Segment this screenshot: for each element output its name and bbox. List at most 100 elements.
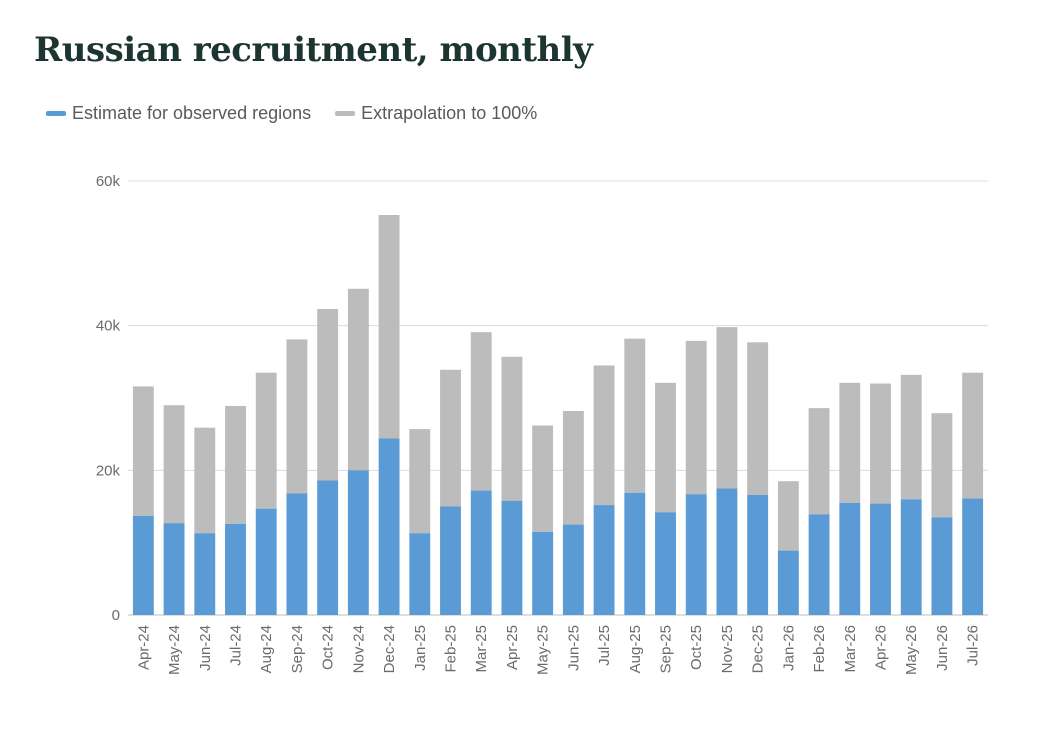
legend: Estimate for observed regions Extrapolat… — [46, 103, 561, 124]
x-tick-label: Apr-24 — [135, 625, 152, 670]
legend-swatch-extrapolated — [335, 111, 356, 116]
x-tick-label: May-25 — [535, 625, 552, 675]
x-tick-label: Aug-24 — [258, 625, 275, 673]
x-tick-label: Oct-25 — [688, 625, 705, 670]
bar-extrapolated — [255, 372, 277, 509]
bar-observed — [409, 533, 431, 615]
x-tick-label: Feb-25 — [443, 625, 460, 673]
x-tick-label: Dec-25 — [750, 625, 767, 673]
bars — [132, 214, 984, 615]
bar-observed — [347, 470, 369, 615]
y-tick-label: 60k — [96, 173, 121, 190]
bar-extrapolated — [931, 413, 953, 518]
x-tick-label: Oct-24 — [320, 625, 337, 670]
x-tick-label: Mar-25 — [473, 625, 490, 673]
bar-observed — [808, 514, 830, 615]
bar-extrapolated — [440, 369, 461, 507]
bar-extrapolated — [624, 338, 646, 493]
y-tick-label: 0 — [112, 607, 120, 624]
bar-extrapolated — [562, 411, 584, 525]
bar-observed — [317, 480, 339, 615]
x-tick-label: Jul-24 — [228, 625, 245, 666]
bar-extrapolated — [347, 288, 369, 471]
bar-extrapolated — [716, 327, 738, 489]
legend-label-observed: Estimate for observed regions — [72, 103, 312, 123]
x-tick-label: Jan-25 — [412, 625, 429, 671]
bar-observed — [931, 517, 953, 615]
bar-extrapolated — [194, 427, 216, 534]
x-tick-label: Feb-26 — [811, 625, 828, 673]
bar-observed — [286, 493, 308, 615]
bar-observed — [685, 494, 707, 615]
chart-title: Russian recruitment, monthly — [34, 30, 593, 70]
bar-observed — [440, 506, 461, 615]
bar-extrapolated — [593, 365, 615, 506]
bar-observed — [962, 498, 984, 615]
bar-observed — [532, 531, 554, 615]
bar-extrapolated — [655, 382, 676, 513]
x-tick-label: Jun-25 — [565, 625, 582, 671]
y-axis: 0 20k 40k 60k — [96, 173, 121, 624]
x-tick-label: Jul-26 — [965, 625, 982, 666]
x-axis: Apr-24 May-24 Jun-24 Jul-24 Aug-24 Sep-24 Oct-… — [135, 625, 981, 675]
legend-item-observed: Estimate for observed regions — [46, 103, 311, 124]
bar-extrapolated — [685, 340, 707, 495]
bar-extrapolated — [317, 309, 339, 481]
bar-extrapolated — [409, 429, 431, 534]
bar-extrapolated — [808, 408, 830, 515]
bar-extrapolated — [532, 425, 554, 532]
x-tick-label: May-24 — [166, 625, 183, 675]
bar-extrapolated — [225, 405, 246, 524]
bar-observed — [716, 488, 738, 615]
bar-observed — [900, 499, 922, 615]
bar-observed — [655, 512, 676, 615]
bar-observed — [501, 500, 523, 615]
x-tick-label: Sep-25 — [658, 625, 675, 673]
bar-extrapolated — [163, 405, 185, 524]
legend-swatch-observed — [46, 111, 66, 116]
bar-extrapolated — [839, 382, 861, 503]
bar-extrapolated — [962, 372, 984, 499]
bar-observed — [163, 523, 185, 615]
x-tick-label: Jan-26 — [780, 625, 797, 671]
bar-observed — [562, 524, 584, 615]
x-tick-label: Jul-25 — [596, 625, 613, 666]
bar-extrapolated — [777, 481, 799, 551]
x-tick-label: Dec-24 — [381, 625, 398, 673]
bar-extrapolated — [470, 332, 492, 491]
legend-label-extrapolated: Extrapolation to 100% — [361, 103, 538, 123]
x-tick-label: Sep-24 — [289, 625, 306, 673]
bar-extrapolated — [286, 339, 308, 494]
x-tick-label: Nov-24 — [350, 625, 367, 673]
bar-extrapolated — [900, 374, 922, 500]
x-tick-label: Jun-26 — [934, 625, 951, 671]
y-tick-label: 40k — [96, 318, 121, 335]
x-tick-label: Nov-25 — [719, 625, 736, 673]
x-tick-label: Jun-24 — [197, 625, 214, 671]
legend-item-extrapolated: Extrapolation to 100% — [335, 103, 537, 124]
x-tick-label: Apr-25 — [504, 625, 521, 670]
bar-observed — [225, 523, 246, 615]
bar-observed — [378, 438, 400, 615]
bar-observed — [194, 533, 216, 615]
bar-observed — [777, 550, 799, 615]
bar-observed — [839, 502, 861, 615]
bar-observed — [255, 508, 277, 615]
x-tick-label: Aug-25 — [627, 625, 644, 673]
y-tick-label: 20k — [96, 462, 121, 479]
bar-observed — [747, 494, 769, 615]
bar-observed — [624, 492, 646, 615]
bar-observed — [132, 515, 154, 615]
bar-extrapolated — [378, 214, 400, 439]
bar-extrapolated — [870, 383, 891, 504]
bar-extrapolated — [747, 342, 769, 495]
x-tick-label: Mar-26 — [842, 625, 859, 673]
bar-observed — [593, 505, 615, 615]
bar-observed — [870, 503, 891, 615]
bar-extrapolated — [132, 386, 154, 516]
x-tick-label: Apr-26 — [873, 625, 890, 670]
x-tick-label: May-26 — [903, 625, 920, 675]
bar-extrapolated — [501, 356, 523, 501]
bar-observed — [470, 490, 492, 615]
